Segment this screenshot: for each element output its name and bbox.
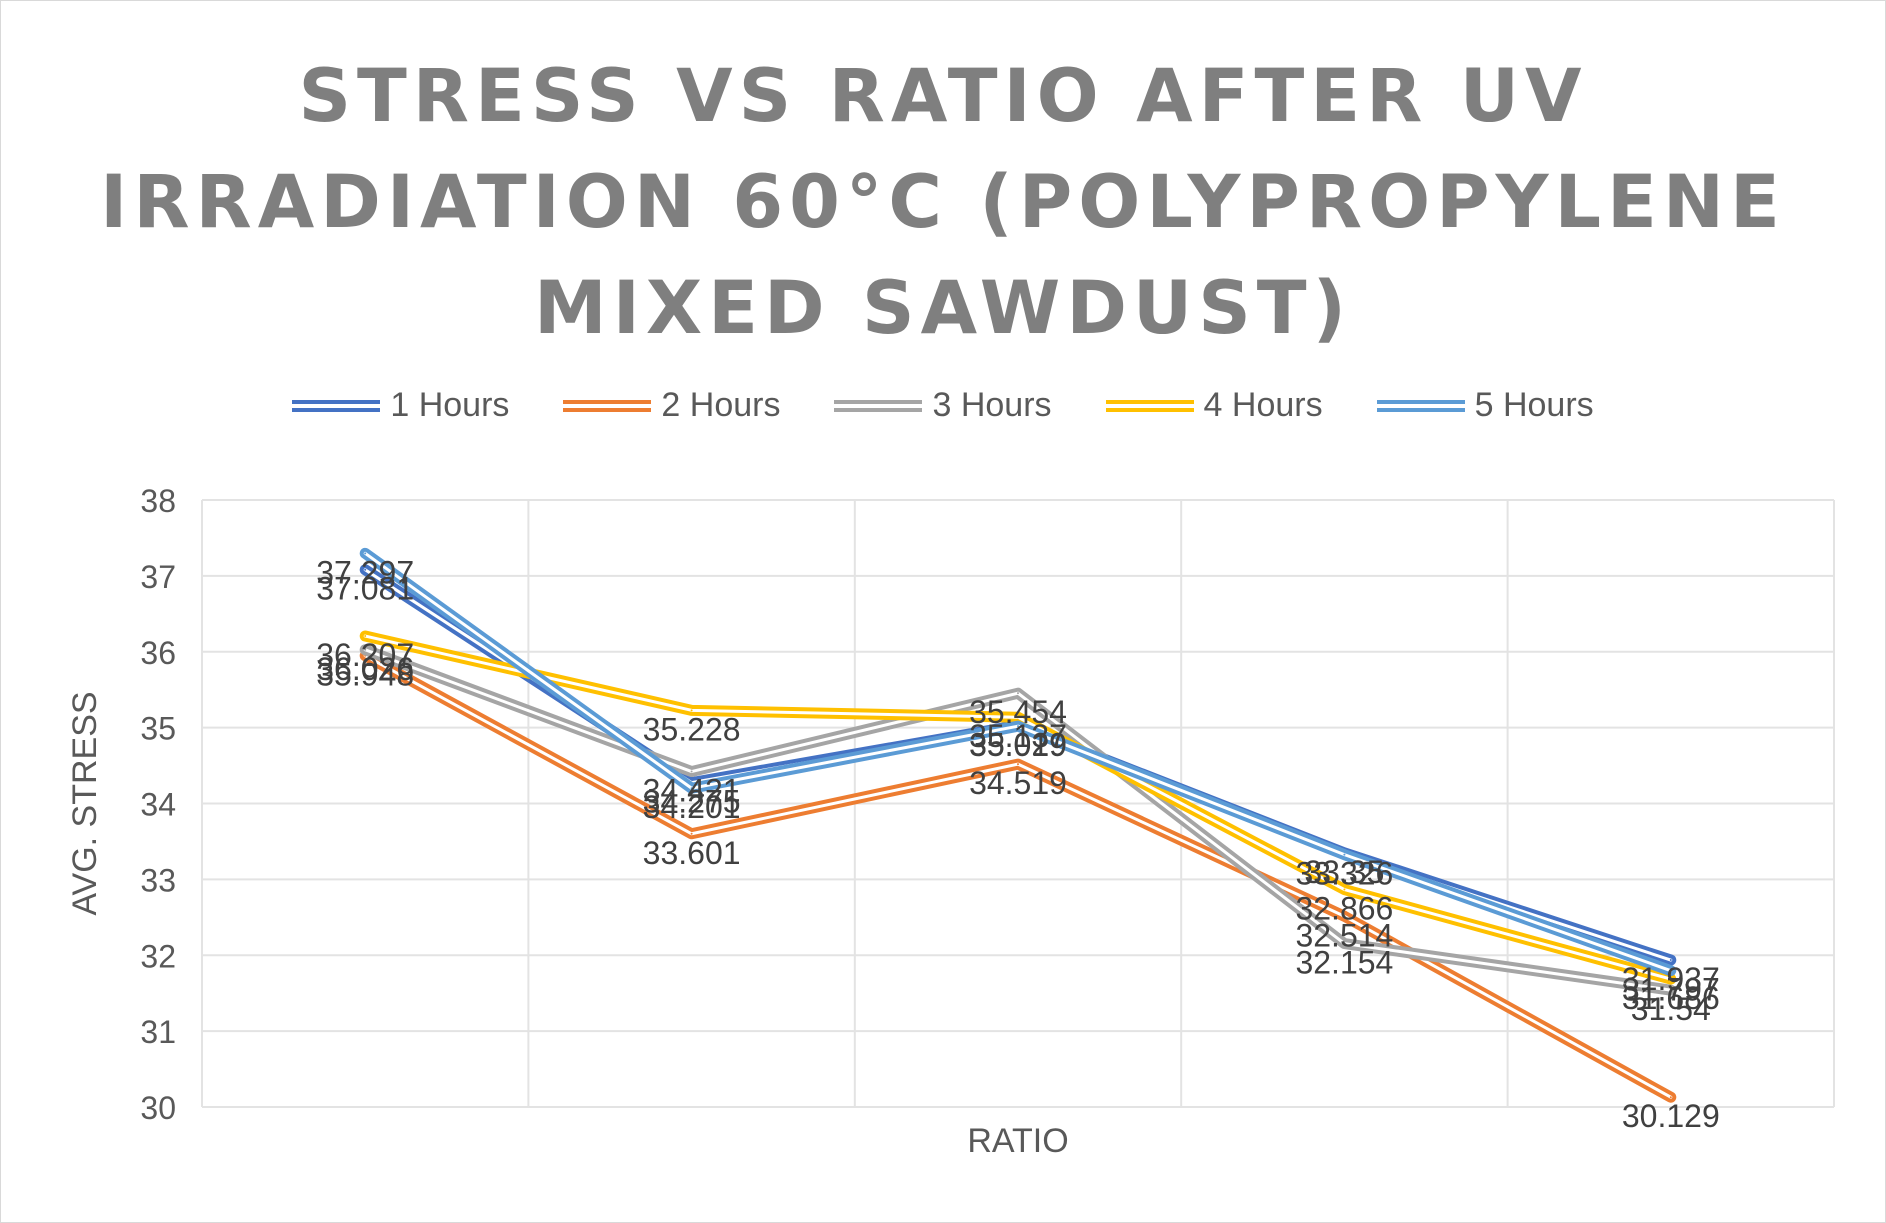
legend-item-4-hours: 4 Hours	[1105, 386, 1323, 425]
legend-label-1-hours: 1 Hours	[390, 386, 510, 424]
data-label-3-hours: 36.026	[316, 651, 414, 687]
series-layer	[359, 547, 1677, 1103]
data-label-4-hours: 36.207	[316, 637, 414, 673]
data-label-2-hours: 34.519	[969, 765, 1067, 801]
legend-label-4-hours: 4 Hours	[1203, 386, 1323, 424]
data-label-5-hours: 31.797	[1622, 972, 1720, 1008]
data-point-2-hours	[1017, 763, 1019, 766]
data-label-5-hours: 37.297	[316, 554, 414, 590]
grid-layer	[201, 499, 1835, 1108]
series-line-4-hours	[359, 630, 1677, 985]
data-point-5-hours	[690, 787, 693, 790]
y-tick-label: 38	[140, 483, 176, 519]
y-axis-title: AVG. STRESS	[66, 691, 104, 915]
data-label-3-hours: 34.421	[643, 773, 741, 809]
data-label-5-hours: 35.019	[969, 727, 1067, 763]
data-point-2-hours	[1669, 1096, 1672, 1099]
data-label-layer: 37.081 34.275 35.029 33.35 31.937 35.948 33.60…	[316, 554, 1719, 1134]
data-label-3-hours: 35.454	[969, 694, 1067, 730]
chart-title: STRESS VS RATIO AFTER UV IRRADIATION 60°…	[0, 44, 1886, 362]
legend-item-1-hours: 1 Hours	[292, 386, 509, 425]
data-label-4-hours: 32.866	[1295, 891, 1393, 927]
data-point-1-hours	[1669, 959, 1672, 962]
data-label-1-hours: 34.275	[643, 784, 741, 820]
legend-item-3-hours: 3 Hours	[834, 386, 1052, 425]
data-label-2-hours: 30.129	[1622, 1098, 1720, 1134]
data-point-3-hours	[1343, 942, 1346, 945]
data-point-5-hours	[1669, 969, 1672, 972]
data-point-1-hours	[364, 568, 367, 571]
y-tick-label: 32	[140, 938, 176, 974]
title-line-1: STRESS VS RATIO AFTER UV	[298, 54, 1588, 139]
chart-legend: 1 Hours 2 Hours 3 Hours 4 Hours 5 Hours	[0, 386, 1886, 425]
legend-label-5-hours: 5 Hours	[1474, 386, 1594, 424]
data-point-5-hours	[1017, 725, 1019, 728]
legend-label-3-hours: 3 Hours	[932, 386, 1052, 424]
title-line-3: MIXED SAWDUST)	[534, 266, 1352, 351]
legend-swatch-4-hours	[1105, 399, 1194, 412]
data-point-3-hours	[364, 648, 367, 651]
data-label-1-hours: 33.35	[1304, 854, 1384, 890]
y-tick-label: 37	[140, 559, 176, 595]
legend-item-5-hours: 5 Hours	[1376, 386, 1594, 425]
data-point-4-hours	[1343, 888, 1346, 891]
data-point-2-hours	[1343, 915, 1346, 918]
legend-swatch-2-hours	[563, 399, 652, 412]
legend-label-2-hours: 2 Hours	[661, 386, 781, 424]
data-label-3-hours: 32.154	[1295, 945, 1393, 981]
data-point-3-hours	[1669, 989, 1672, 992]
legend-swatch-1-hours	[292, 399, 381, 412]
data-point-3-hours	[690, 770, 693, 773]
data-label-3-hours: 31.54	[1631, 991, 1711, 1027]
data-label-4-hours: 35.228	[643, 711, 741, 747]
data-point-5-hours	[364, 552, 367, 555]
data-label-2-hours: 35.948	[316, 657, 414, 693]
data-label-1-hours: 37.081	[316, 571, 414, 607]
data-point-4-hours	[364, 635, 367, 638]
data-point-4-hours	[1669, 978, 1672, 981]
data-label-5-hours: 33.326	[1295, 856, 1393, 892]
title-line-2: IRRADIATION 60°C (POLYPROPYLENE	[100, 160, 1786, 245]
data-label-5-hours: 34.201	[643, 789, 741, 825]
y-tick-label: 35	[140, 711, 176, 747]
y-tick-label: 30	[140, 1090, 176, 1126]
y-tick-label: 34	[140, 787, 176, 823]
data-point-5-hours	[1343, 853, 1346, 856]
data-point-3-hours	[1017, 692, 1019, 695]
data-label-4-hours: 31.686	[1622, 980, 1720, 1016]
axis-layer: 30 31 32 33 34 35 36 37 38 RATIO AVG. STRESS	[66, 483, 1069, 1160]
data-label-2-hours: 33.601	[643, 835, 741, 871]
data-label-2-hours: 32.514	[1295, 917, 1393, 953]
x-axis-title: RATIO	[967, 1122, 1068, 1160]
data-label-4-hours: 35.137	[969, 718, 1067, 754]
legend-swatch-3-hours	[834, 399, 923, 412]
data-label-1-hours: 31.937	[1622, 961, 1720, 997]
y-tick-label: 31	[140, 1014, 176, 1050]
legend-swatch-5-hours	[1376, 399, 1465, 412]
y-tick-label: 33	[140, 862, 176, 898]
y-tick-label: 36	[140, 635, 176, 671]
data-point-4-hours	[1017, 716, 1019, 719]
data-label-1-hours: 35.029	[969, 726, 1067, 762]
data-point-2-hours	[690, 832, 693, 835]
legend-item-2-hours: 2 Hours	[563, 386, 780, 425]
data-point-4-hours	[690, 709, 693, 712]
